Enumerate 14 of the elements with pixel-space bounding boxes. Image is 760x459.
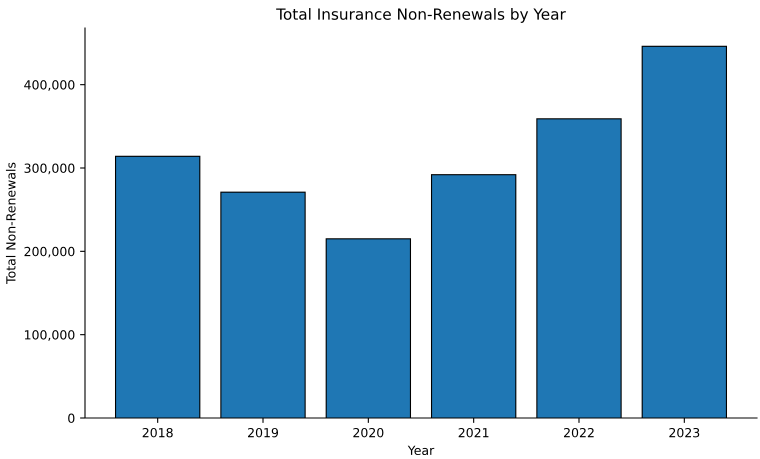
x-axis-title: Year <box>408 446 434 456</box>
x-tick-label: 2021 <box>458 428 488 438</box>
x-tick-label: 2018 <box>142 428 173 438</box>
y-axis-title: Total Non-Renewals <box>6 162 16 284</box>
y-tick-label: 300,000 <box>24 163 74 174</box>
x-tick-label: 2019 <box>248 428 278 438</box>
y-tick-label: 400,000 <box>24 80 74 91</box>
x-tick-label: 2022 <box>564 428 594 438</box>
y-tick-label: 0 <box>68 413 74 423</box>
x-tick-label: 2020 <box>353 428 384 438</box>
y-tick-label: 100,000 <box>24 330 74 341</box>
chart-title: Total Insurance Non-Renewals by Year <box>276 8 566 23</box>
x-tick-label: 2023 <box>669 428 700 438</box>
y-tick-label: 200,000 <box>24 246 74 258</box>
